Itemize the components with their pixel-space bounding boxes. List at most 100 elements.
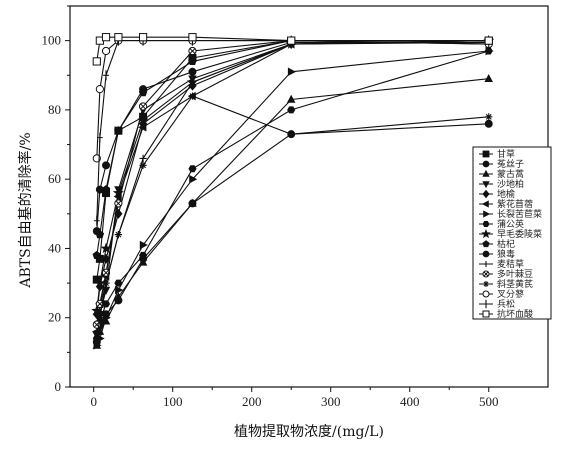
data-point [139,161,147,169]
series-1 [92,36,493,284]
series-line [96,40,489,315]
legend: 甘草菟丝子蒙古蒿沙地柏地榆紫花苜蓿长裂苦苣菜蒲公英早毛委陵菜枯杞狼毒麦秸草多叶棘… [472,146,552,320]
legend-marker [481,200,489,208]
data-point [188,78,197,86]
series-10 [92,36,493,260]
data-point [139,154,147,162]
x-axis-title: 植物提取物浓度/(mg/L) [234,424,384,440]
x-tick-label: 400 [400,394,420,409]
series-line [96,95,489,339]
data-point [96,132,103,143]
data-point [92,57,101,66]
data-point [188,33,197,42]
legend-item: 抗坏血酸 [479,308,533,320]
data-point [101,46,111,56]
legend-marker [482,150,490,158]
legend-label: 蒙古蒿 [497,168,524,180]
legend-label: 蒲公英 [497,218,524,230]
data-point [484,119,493,128]
legend-label: 兵松 [497,298,515,310]
series-line [96,40,489,280]
data-point [188,199,197,208]
y-axis-title: ABTS自由基的清除率/% [17,132,34,288]
data-point [95,85,104,94]
data-point [114,296,123,305]
y-tick-label: 40 [48,240,61,255]
data-point [114,231,122,239]
data-point [96,314,104,322]
data-point [138,102,148,111]
legend-label: 早毛委陵菜 [497,228,542,240]
legend-label: 斜茎黄芪 [497,278,533,290]
series-9 [91,34,495,316]
x-tick-label: 0 [90,394,97,409]
y-tick-label: 60 [48,171,61,186]
series-13 [92,36,493,329]
legend-item: 蒲公英 [479,218,524,230]
legend-item: 狼毒 [479,248,515,260]
data-point [102,279,110,287]
data-point [138,88,148,97]
legend-marker [482,220,490,228]
x-tick-label: 100 [163,394,183,409]
legend-item: 兵松 [479,298,515,310]
series-17 [92,33,493,66]
legend-marker [482,189,490,199]
legend-marker [481,228,491,239]
legend-item: 沙地柏 [479,178,524,190]
legend-marker [483,299,489,309]
legend-marker [483,210,491,218]
data-point [287,106,296,114]
legend-label: 长裂苦苣菜 [497,208,542,220]
axes: 0 100 200 300 400 500 0 20 40 60 80 100 [42,5,549,409]
series-12 [93,37,493,336]
series-8 [92,47,493,343]
data-point [114,126,123,135]
legend-label: 狼毒 [497,248,515,260]
legend-item: 紫花苜蓿 [479,198,533,210]
data-point [188,57,197,65]
x-tick-label: 300 [321,394,341,409]
series-6 [91,38,493,336]
series-11 [92,119,493,346]
legend-label: 麦秸草 [497,258,524,270]
series-line [96,40,489,325]
data-point [93,334,101,343]
x-tick-label: 200 [242,394,262,409]
data-point [484,73,493,82]
data-point [102,161,111,170]
data-point [287,36,296,45]
legend-item: 蒙古蒿 [479,168,524,180]
x-tick-label: 500 [479,394,499,409]
data-point [114,279,123,287]
data-point [287,67,297,77]
data-point [95,230,105,239]
legend-item: 甘草 [479,148,515,160]
series-line [96,50,489,339]
legend-marker [482,250,490,258]
data-point [286,94,296,103]
series-line [96,50,489,346]
legend-label: 菟丝子 [497,158,524,170]
data-point [103,70,109,81]
data-point [93,215,100,226]
data-point [484,47,493,55]
legend-marker [482,310,490,318]
data-point [101,33,111,42]
series-group [91,33,495,350]
legend-item: 叉分蓼 [479,288,524,300]
data-point [101,185,111,194]
legend-item: 多叶棘豆 [479,268,533,280]
legend-marker [482,270,490,278]
data-point [114,199,123,208]
data-point [139,240,148,250]
y-tick-label: 20 [48,310,61,325]
legend-item: 枯杞 [479,238,515,250]
data-point [188,67,197,76]
data-point [188,92,197,100]
legend-item: 早毛委陵菜 [479,228,542,240]
legend-marker [482,160,490,168]
series-5 [92,35,493,320]
legend-item: 斜茎黄芪 [479,278,533,290]
legend-marker [482,240,490,248]
